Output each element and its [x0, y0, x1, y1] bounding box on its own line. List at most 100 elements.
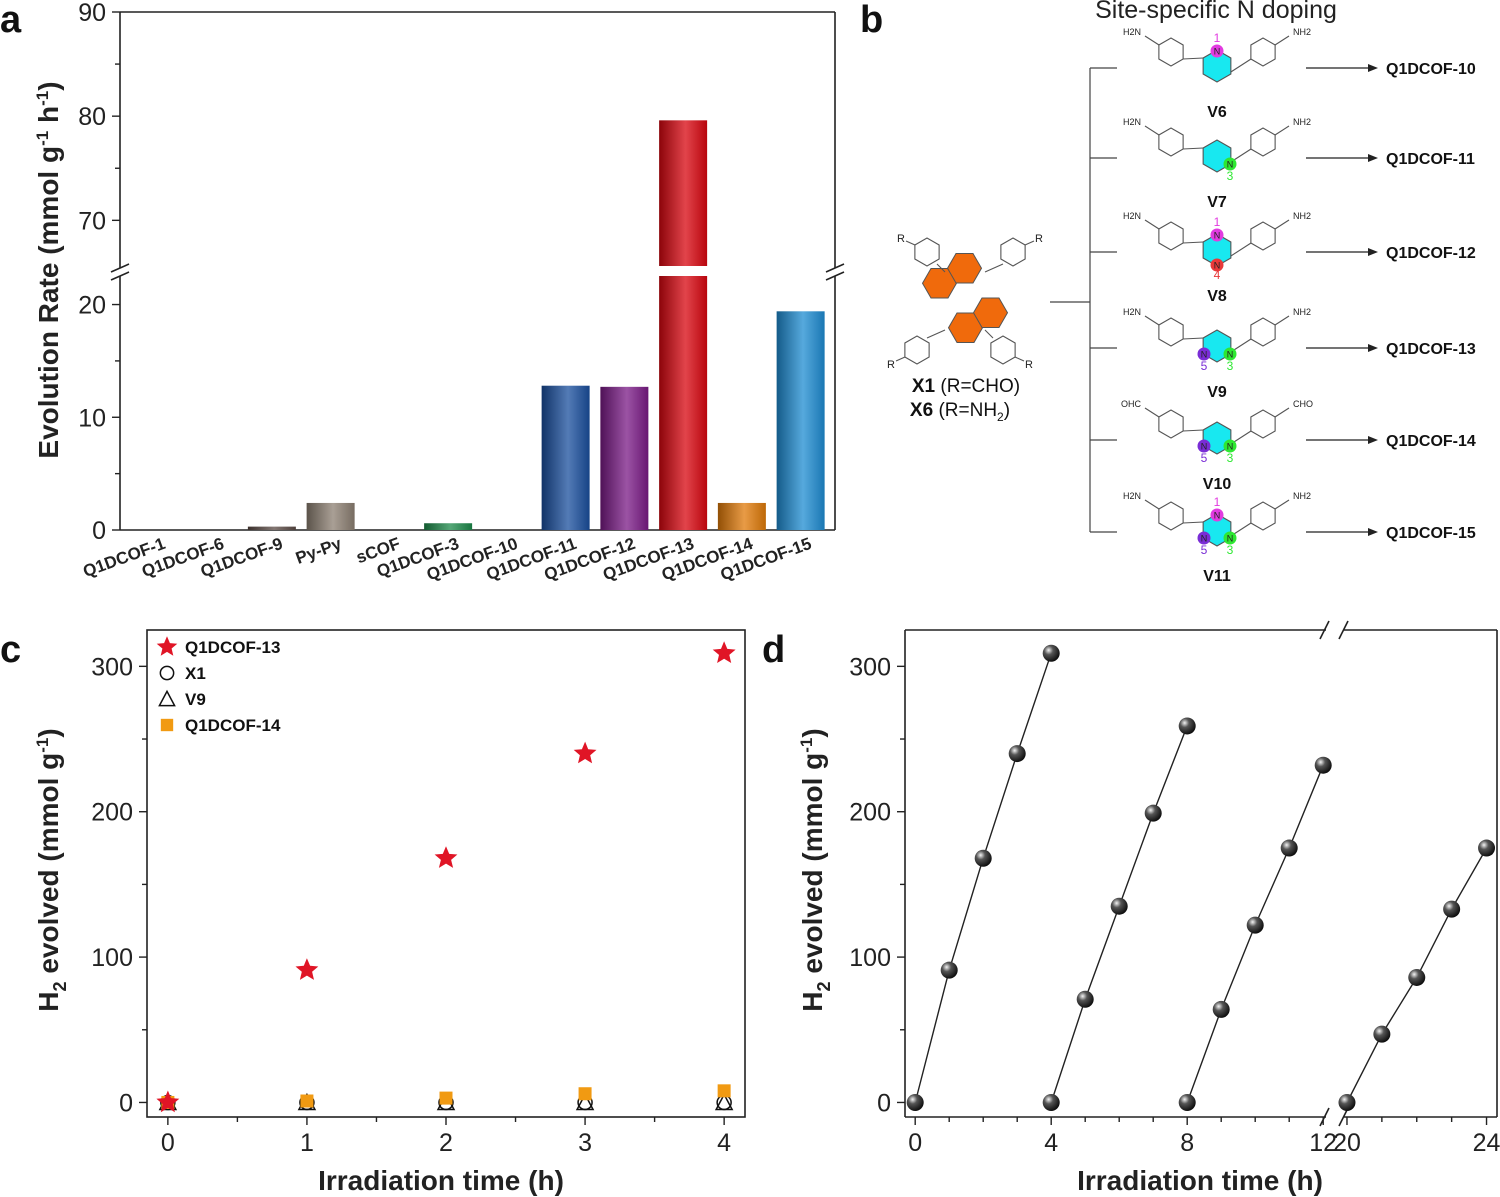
product-label: Q1DCOF-11: [1386, 151, 1475, 168]
phenyl-ring: [904, 335, 930, 365]
nitrogen-label: N: [1201, 350, 1208, 360]
bond: [1144, 407, 1160, 418]
panel-c-x-tick-label: 0: [161, 1129, 175, 1157]
bond: [984, 263, 1004, 273]
panel-a-break-mark: [110, 263, 130, 273]
panel-d-x-axis-label: Irradiation time (h): [1077, 1165, 1323, 1196]
panel-a-y-tick-label: 10: [78, 404, 106, 432]
nitrogen-site-3: [1223, 439, 1237, 453]
panel-c-axes: 0 1 2 3 4 0 100 200 300: [91, 629, 746, 1157]
nitrogen-label: N: [1227, 442, 1234, 452]
bond: [1182, 147, 1204, 150]
bond: [1182, 429, 1204, 432]
phenyl-ring: [1250, 409, 1276, 439]
panel-letter-c: c: [0, 629, 21, 671]
bar-q1dcof-9: [247, 526, 296, 530]
product-label: Q1DCOF-12: [1386, 245, 1476, 262]
panel-d-y-tick-label: 100: [849, 944, 891, 972]
cycle-4-point: [1373, 1025, 1391, 1043]
cycle-4-point: [1478, 839, 1496, 857]
nitrogen-site-1: [1210, 508, 1224, 522]
panel-c-x-tick-label: 3: [578, 1129, 592, 1157]
bond: [895, 356, 906, 362]
bar-q1dcof-13-lower: [659, 276, 708, 530]
cycle-1-point: [906, 1093, 924, 1111]
nitrogen-site-3: [1223, 347, 1237, 361]
left-end-group: H2N: [1123, 307, 1141, 317]
panel-c-x-tick-label: 2: [439, 1129, 453, 1157]
point-v9: [575, 1092, 595, 1111]
bond: [1230, 58, 1252, 73]
bar-q1dcof-11: [541, 385, 590, 530]
position-number: 3: [1227, 169, 1234, 183]
panel-a-y-axis-label: Evolution Rate (mmol g-1 h-1): [33, 81, 64, 458]
cycle-3-point: [1212, 1000, 1230, 1018]
phenyl-ring: [1250, 317, 1276, 347]
bond: [1274, 315, 1290, 326]
panel-a-axes: [110, 11, 845, 531]
position-number: 3: [1227, 451, 1234, 465]
nitrogen-site-3: [1223, 531, 1237, 545]
molecule-label: V8: [1207, 288, 1227, 305]
nitrogen-site-1: [1210, 228, 1224, 242]
bond: [926, 329, 946, 339]
cycle-3-point: [1246, 916, 1264, 934]
position-number: 3: [1227, 543, 1234, 557]
cycle-line-1: [914, 653, 1052, 1103]
phenyl-ring: [1250, 221, 1276, 251]
cycle-2-point: [1110, 897, 1128, 915]
bar-py-py: [306, 502, 355, 530]
legend-label: Q1DCOF-14: [185, 716, 281, 735]
scatter-chart-panel-c: 0 1 2 3 4 0 100 200 300 Q1DCOF-13 X1 V9 Q1DCOF-14 I…: [33, 629, 746, 1196]
nitrogen-label: N: [1201, 442, 1208, 452]
legend-marker-q1dcof-14: [160, 718, 174, 732]
bond: [1144, 219, 1160, 230]
phenyl-ring: [1250, 37, 1276, 67]
r-group-label: R: [1025, 359, 1033, 371]
panel-c-x-tick-label: 1: [300, 1129, 314, 1157]
point-v9: [714, 1092, 734, 1111]
branch-lines: [1050, 67, 1117, 533]
phenyl-ring: [990, 335, 1016, 365]
bond: [1014, 356, 1025, 362]
phenyl-ring: [1250, 127, 1276, 157]
phenyl-ring: [1158, 221, 1184, 251]
nitrogen-label: N: [1214, 261, 1221, 271]
position-number: 1: [1214, 495, 1221, 509]
left-end-group: H2N: [1123, 491, 1141, 501]
bond: [1144, 125, 1160, 136]
panel-a-break-mark: [110, 271, 130, 281]
panel-d-y-tick-label: 300: [849, 653, 891, 681]
product-label: Q1DCOF-15: [1386, 525, 1476, 542]
right-end-group: NH2: [1293, 307, 1311, 317]
point-q1dcof-13: [712, 641, 736, 663]
point-q1dcof-13: [573, 741, 597, 764]
arrow-head: [1368, 248, 1378, 256]
bond: [1144, 315, 1160, 326]
molecule-v6: H2N NH2 N 1 V6 Q1DCOF-10: [1123, 27, 1476, 121]
point-q1dcof-14: [439, 1091, 453, 1105]
panel-a-break-mark: [825, 271, 845, 281]
molecule-label: V7: [1207, 194, 1227, 211]
cycle-3-point: [1178, 1093, 1196, 1111]
nitrogen-label: N: [1227, 534, 1234, 544]
nitrogen-label: N: [1214, 231, 1221, 241]
bond: [1144, 499, 1160, 510]
molecule-label: V6: [1207, 104, 1227, 121]
bond: [1274, 125, 1290, 136]
panel-c-y-tick-label: 300: [91, 653, 133, 681]
bond: [905, 240, 916, 246]
panel-d-x-tick-label: 24: [1473, 1129, 1500, 1157]
panel-d-x-tick-label: 4: [1044, 1129, 1058, 1157]
pyrene-ring: [946, 253, 983, 284]
panel-d-break-mark: [1338, 1107, 1349, 1127]
cycle-1-point: [1008, 745, 1026, 763]
nitrogen-site-5: [1197, 347, 1211, 361]
panel-d-x-tick-label: 0: [908, 1129, 922, 1157]
legend-marker-q1dcof-13: [156, 636, 178, 656]
phenyl-ring: [1158, 409, 1184, 439]
r-group-label: R: [897, 233, 905, 245]
